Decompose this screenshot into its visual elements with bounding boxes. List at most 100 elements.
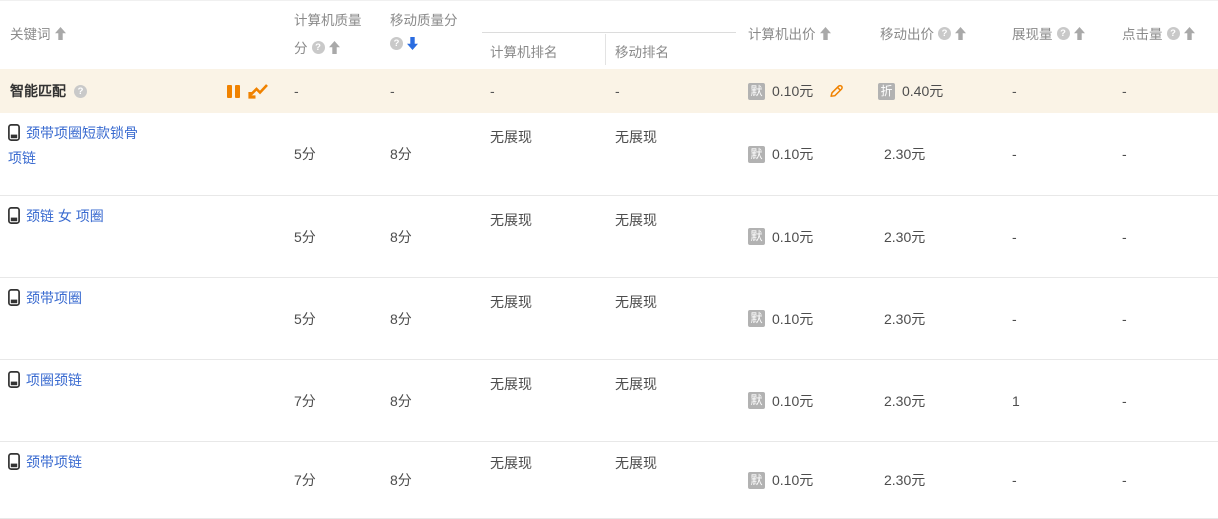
table-row: 颈带项圈 5分 8分 无展现 无展现 默 0.10元 2.30元 - - bbox=[0, 277, 1218, 359]
pc-quality-cell: 7分 bbox=[294, 392, 316, 409]
table-row: 颈带项链 7分 8分 无展现 无展现 默 0.10元 2.30元 - - bbox=[0, 441, 1218, 519]
column-header-clicks[interactable]: 点击量 ? bbox=[1115, 1, 1218, 69]
mobile-rank-cell: 无展现 bbox=[615, 455, 657, 471]
smart-mobile-quality: - bbox=[390, 83, 395, 99]
mobile-rank-cell: 无展现 bbox=[615, 211, 657, 228]
pc-rank-cell: 无展现 bbox=[490, 211, 532, 228]
rank-group-divider bbox=[605, 34, 606, 65]
sort-up-icon[interactable] bbox=[54, 26, 66, 40]
rank-group-topline bbox=[482, 32, 736, 33]
default-bid-badge: 默 bbox=[748, 228, 765, 245]
smart-pc-quality: - bbox=[294, 83, 299, 99]
mobile-bid-cell: 2.30元 bbox=[884, 146, 926, 162]
clicks-cell: - bbox=[1122, 472, 1127, 488]
help-icon[interactable]: ? bbox=[390, 37, 403, 50]
table-row: 颈带项圈短款锁骨项链 5分 8分 无展现 无展现 默 0.10元 2.30元 -… bbox=[0, 113, 1218, 195]
column-header-keyword[interactable]: 关键词 bbox=[0, 1, 282, 69]
pc-bid-value: 0.10元 bbox=[772, 472, 814, 488]
column-header-mobile-rank[interactable]: 移动排名 bbox=[615, 41, 669, 61]
mobile-quality-cell: 8分 bbox=[390, 392, 412, 409]
sort-up-icon[interactable] bbox=[1183, 26, 1195, 40]
mobile-rank-cell: 无展现 bbox=[615, 293, 657, 310]
mobile-device-icon bbox=[8, 371, 20, 388]
keyword-link[interactable]: 项圈颈链 bbox=[26, 372, 82, 388]
pc-bid-value: 0.10元 bbox=[772, 392, 814, 409]
impressions-cell: 1 bbox=[1012, 392, 1020, 409]
sort-up-icon[interactable] bbox=[328, 40, 340, 54]
clicks-header-label: 点击量 bbox=[1122, 27, 1163, 42]
pc-rank-cell: 无展现 bbox=[490, 455, 532, 471]
default-bid-badge: 默 bbox=[748, 471, 765, 489]
keyword-link[interactable]: 颈链 女 项圈 bbox=[26, 208, 104, 224]
pc-quality-header-line1: 计算机质量 bbox=[294, 13, 362, 28]
mobile-rank-cell: 无展现 bbox=[615, 129, 657, 145]
keyword-link[interactable]: 颈带项圈短款锁骨项链 bbox=[8, 125, 138, 166]
mobile-device-icon bbox=[8, 124, 20, 141]
keyword-cell: 项圈颈链 bbox=[0, 360, 282, 441]
pc-bid-value: 0.10元 bbox=[772, 228, 814, 245]
mobile-rank-header-label: 移动排名 bbox=[615, 45, 669, 60]
pc-bid-cell: 默 0.10元 bbox=[740, 144, 872, 164]
clicks-cell: - bbox=[1122, 310, 1127, 327]
mobile-quality-header-label: 移动质量分 bbox=[390, 13, 458, 28]
keyword-cell: 颈带项圈短款锁骨项链 bbox=[0, 113, 282, 195]
help-icon[interactable]: ? bbox=[938, 26, 951, 40]
trend-chart-icon[interactable] bbox=[248, 83, 269, 99]
sort-up-icon[interactable] bbox=[1073, 26, 1085, 40]
impressions-cell: - bbox=[1012, 472, 1017, 488]
smart-pc-bid-cell: 默 0.10元 bbox=[740, 81, 872, 101]
help-icon[interactable]: ? bbox=[311, 40, 325, 54]
table-row: 项圈颈链 7分 8分 无展现 无展现 默 0.10元 2.30元 1 - bbox=[0, 359, 1218, 441]
discount-bid-badge: 折 bbox=[878, 82, 895, 100]
mobile-device-icon bbox=[8, 207, 20, 224]
help-icon[interactable]: ? bbox=[1056, 26, 1070, 40]
sort-up-icon[interactable] bbox=[819, 26, 831, 40]
impressions-cell: - bbox=[1012, 310, 1017, 327]
keyword-link[interactable]: 颈带项链 bbox=[26, 454, 82, 470]
mobile-quality-cell: 8分 bbox=[390, 310, 412, 327]
column-header-impressions[interactable]: 展现量 ? bbox=[1005, 1, 1115, 69]
pc-bid-cell: 默 0.10元 bbox=[740, 309, 872, 329]
pc-rank-cell: 无展现 bbox=[490, 375, 532, 392]
mobile-quality-cell: 8分 bbox=[390, 472, 412, 488]
smart-mobile-rank: - bbox=[615, 83, 620, 99]
column-header-pc-quality[interactable]: 计算机质量 分 ? bbox=[282, 1, 380, 69]
keyword-header-label: 关键词 bbox=[10, 27, 51, 42]
column-header-mobile-bid[interactable]: 移动出价 ? bbox=[872, 1, 1005, 69]
pc-quality-cell: 7分 bbox=[294, 472, 316, 488]
edit-bid-icon[interactable] bbox=[828, 83, 844, 99]
smart-match-label: 智能匹配 bbox=[10, 83, 66, 99]
mobile-quality-cell: 8分 bbox=[390, 228, 412, 245]
pc-bid-header-label: 计算机出价 bbox=[748, 27, 816, 42]
default-bid-badge: 默 bbox=[748, 392, 765, 409]
clicks-cell: - bbox=[1122, 392, 1127, 409]
pc-rank-cell: 无展现 bbox=[490, 129, 532, 145]
keyword-link[interactable]: 颈带项圈 bbox=[26, 290, 82, 306]
pause-icon[interactable] bbox=[226, 84, 241, 99]
pc-bid-value: 0.10元 bbox=[772, 310, 814, 327]
keyword-cell: 颈链 女 项圈 bbox=[0, 196, 282, 277]
pc-rank-header-label: 计算机排名 bbox=[490, 45, 558, 60]
pc-rank-cell: 无展现 bbox=[490, 293, 532, 310]
column-header-pc-bid[interactable]: 计算机出价 bbox=[740, 1, 872, 69]
sort-down-active-icon[interactable] bbox=[407, 37, 418, 50]
smart-mobile-bid-cell: 折 0.40元 bbox=[872, 81, 1005, 101]
help-icon[interactable]: ? bbox=[74, 84, 87, 98]
pc-bid-cell: 默 0.10元 bbox=[740, 470, 872, 490]
pc-bid-cell: 默 0.10元 bbox=[740, 391, 872, 411]
impressions-header-label: 展现量 bbox=[1012, 27, 1053, 42]
column-header-pc-rank[interactable]: 计算机排名 bbox=[490, 41, 558, 61]
default-bid-badge: 默 bbox=[748, 310, 765, 327]
pc-bid-value: 0.10元 bbox=[772, 146, 814, 162]
default-bid-badge: 默 bbox=[748, 145, 765, 163]
column-header-mobile-quality[interactable]: 移动质量分 ? bbox=[380, 1, 478, 69]
help-icon[interactable]: ? bbox=[1166, 26, 1180, 40]
keyword-cell: 颈带项圈 bbox=[0, 278, 282, 359]
sort-up-icon[interactable] bbox=[955, 26, 966, 40]
smart-pc-bid-value: 0.10元 bbox=[772, 83, 814, 99]
table-header: 关键词 计算机质量 分 ? 移动质量分 ? bbox=[0, 1, 1218, 69]
mobile-bid-cell: 2.30元 bbox=[884, 228, 926, 245]
mobile-quality-cell: 8分 bbox=[390, 146, 412, 162]
mobile-device-icon bbox=[8, 453, 20, 470]
